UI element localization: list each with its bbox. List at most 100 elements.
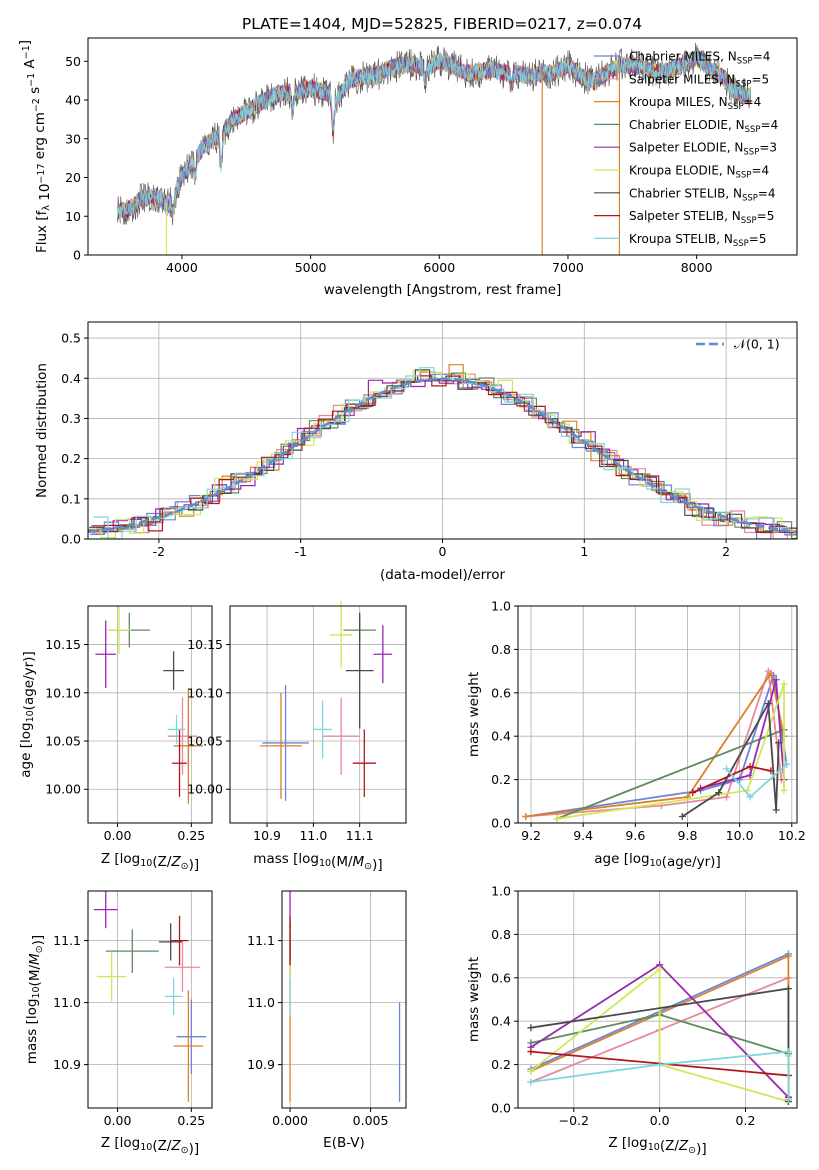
weight-marker: [527, 1048, 535, 1056]
x-tick-label: 0: [439, 544, 447, 559]
axes-frame: [281, 890, 407, 1109]
panel-mass-vs-Z: 0.00 0.25 10.9 11.0 11.1 Z [log10(Z/Z⊙)] mass …: [24, 890, 213, 1157]
y-tick-label: 1.0: [491, 599, 511, 614]
y-tick-label: 0.6: [491, 685, 511, 700]
x-tick-label: −0.2: [559, 1113, 589, 1128]
legend: Chabrier MILES, NSSP=4 Salpeter MILES, NS…: [594, 50, 778, 249]
y-axis-label: Flux [fλ 10−17 erg cm−2 s−1 A−1]: [17, 40, 53, 253]
axes-frame: [517, 890, 798, 1109]
legend-label: Salpeter MILES, NSSP=5: [629, 72, 769, 89]
y-tick-label: 11.0: [247, 995, 275, 1010]
x-axis-label: wavelength [Angstrom, rest frame]: [324, 282, 562, 298]
y-tick-label: 0.0: [491, 1101, 511, 1116]
x-tick-label: 4000: [166, 260, 198, 275]
legend-label: 𝒩(0, 1): [734, 337, 780, 352]
axes-frame: [87, 890, 213, 1109]
weight-marker: [784, 1048, 792, 1056]
x-axis-label: age [log10(age/yr)]: [594, 851, 720, 870]
x-axis-label: Z [log10(Z/Z⊙)]: [101, 1135, 199, 1157]
y-axis-label: age [log10(age/yr)]: [18, 651, 37, 777]
panel-age-vs-Z: 0.00 0.25 10.00 10.05 10.10 10.15 Z [log10(Z/Z…: [18, 605, 213, 873]
x-tick-label: 10.2: [778, 828, 806, 843]
legend-label: Kroupa STELIB, NSSP=5: [629, 232, 767, 249]
panel-age-vs-mass: 10.9 11.0 11.1 10.00 10.05 10.10 10.15 mass [lo…: [187, 601, 407, 873]
x-tick-label: 0.0: [650, 1113, 670, 1128]
axes-frame: [229, 605, 407, 824]
spectrum-line: [117, 49, 752, 221]
y-tick-label: 0: [73, 248, 81, 263]
y-tick-label: 0.0: [491, 816, 511, 831]
weight-marker: [746, 793, 754, 801]
weight-marker: [780, 786, 788, 794]
x-tick-label: 9.8: [678, 828, 698, 843]
y-tick-label: 0.6: [491, 970, 511, 985]
x-tick-label: 9.6: [625, 828, 645, 843]
y-tick-label: 10.05: [45, 734, 81, 749]
x-tick-label: 2: [722, 544, 730, 559]
weight-marker: [527, 1024, 535, 1032]
weight-marker: [678, 812, 686, 820]
y-tick-label: 0.3: [61, 411, 81, 426]
y-tick-label: 50: [65, 54, 81, 69]
x-tick-label: 10.0: [726, 828, 754, 843]
panel-spectrum: 4000 5000 6000 7000 8000 0 10 20 30 40 50 wavelengt…: [17, 37, 798, 298]
x-axis-label: (data-model)/error: [380, 567, 506, 583]
axes-frame: [87, 605, 213, 824]
weight-marker: [527, 1067, 535, 1075]
y-tick-label: 20: [65, 170, 81, 185]
y-tick-label: 10.10: [187, 685, 223, 700]
panel-weight-vs-age: 9.2 9.4 9.6 9.8 10.0 10.2 0.0 0.2 0.4 0.6 0.8 1.0 ag…: [466, 599, 806, 871]
x-tick-label: -2: [153, 544, 165, 559]
weight-marker: [527, 1078, 535, 1086]
x-tick-label: 10.9: [253, 828, 281, 843]
x-tick-label: 9.4: [573, 828, 593, 843]
x-tick-label: 0.25: [177, 828, 205, 843]
weight-marker: [780, 680, 788, 688]
weight-marker: [689, 789, 697, 797]
legend-label: Chabrier STELIB, NSSP=4: [629, 186, 776, 203]
y-tick-label: 10.10: [45, 685, 81, 700]
weight-marker: [784, 952, 792, 960]
y-axis-label: mass weight: [466, 957, 482, 1042]
x-tick-label: 0.2: [736, 1113, 756, 1128]
legend-label: Salpeter ELODIE, NSSP=3: [629, 141, 777, 158]
y-tick-label: 10: [65, 209, 81, 224]
y-axis-label: mass weight: [466, 672, 482, 757]
y-tick-label: 0.8: [491, 642, 511, 657]
x-axis-label: mass [log10(M/M⊙)]: [253, 851, 382, 873]
x-tick-label: 1: [580, 544, 588, 559]
weight-marker: [784, 1095, 792, 1103]
x-tick-label: 0.00: [104, 1113, 132, 1128]
x-tick-label: 7000: [552, 260, 584, 275]
axes-frame: [87, 321, 798, 540]
weight-marker: [767, 767, 775, 775]
weight-marker: [522, 812, 530, 820]
y-tick-label: 10.00: [45, 782, 81, 797]
panel-weight-vs-Z: −0.2 0.0 0.2 0.0 0.2 0.4 0.6 0.8 1.0 Z [log10(Z/Z…: [466, 884, 798, 1157]
y-tick-label: 0.8: [491, 927, 511, 942]
weight-marker: [723, 793, 731, 801]
y-tick-label: 10.00: [187, 782, 223, 797]
legend-label: Kroupa ELODIE, NSSP=4: [629, 164, 769, 181]
legend-label: Salpeter STELIB, NSSP=5: [629, 209, 774, 226]
weight-marker: [772, 676, 780, 684]
y-tick-label: 0.4: [61, 371, 81, 386]
weight-line: [556, 683, 785, 820]
weight-marker: [723, 765, 731, 773]
panel-mass-vs-EBV: 0.000 0.005 10.9 11.0 11.1 E(B-V): [247, 890, 407, 1151]
x-tick-label: 0.005: [353, 1113, 389, 1128]
weight-line: [525, 675, 788, 818]
y-tick-label: 0.1: [61, 491, 81, 506]
x-axis-label: E(B-V): [323, 1135, 365, 1151]
axes-frame: [87, 37, 798, 256]
legend-label: Chabrier MILES, NSSP=4: [629, 50, 770, 67]
x-tick-label: 8000: [681, 260, 713, 275]
y-tick-label: 11.0: [53, 995, 81, 1010]
weight-marker: [783, 760, 791, 768]
y-tick-label: 10.05: [187, 734, 223, 749]
y-tick-label: 30: [65, 131, 81, 146]
panel-residuals: -2 -1 0 1 2 0.0 0.1 0.2 0.3 0.4 0.5 (data-model)/er…: [34, 321, 798, 583]
y-tick-label: 0.4: [491, 729, 511, 744]
y-tick-label: 0.2: [61, 451, 81, 466]
